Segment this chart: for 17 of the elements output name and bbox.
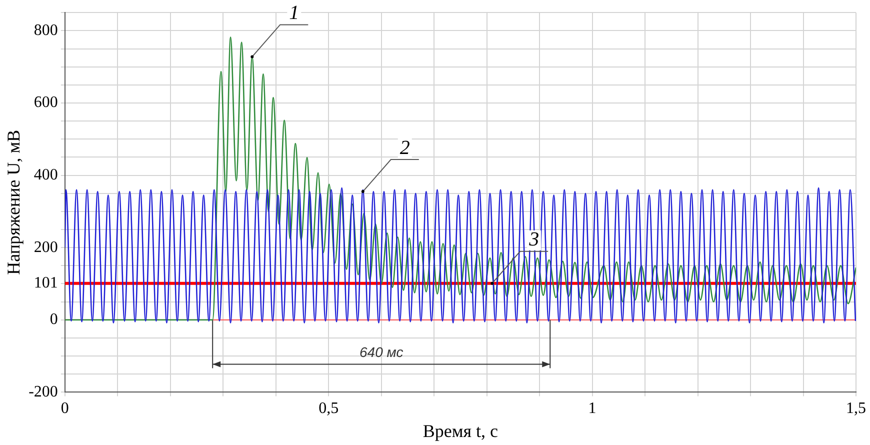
- y-tick-label: -200: [28, 383, 58, 400]
- annotation: 3: [528, 228, 540, 251]
- x-axis-title: Время t, с: [422, 420, 498, 441]
- x-tick-label: 1: [588, 400, 596, 418]
- annotation: 640 мс: [360, 344, 404, 360]
- y-tick-label: 400: [34, 166, 58, 184]
- x-tick-label: 0: [60, 400, 69, 418]
- y-tick-label: 800: [34, 22, 58, 39]
- x-tick-label: 1,5: [846, 400, 866, 418]
- x-tick-label: 0,5: [318, 400, 339, 418]
- y-tick-label: 200: [34, 238, 58, 256]
- y-tick-label: 600: [34, 94, 58, 112]
- annotation: 2: [400, 136, 410, 159]
- y-tick-label: 0: [50, 311, 58, 328]
- y-axis-title: Напряжение U, мВ: [4, 130, 24, 275]
- y-tick-label: 101: [34, 274, 58, 292]
- annotation: 1: [289, 2, 300, 24]
